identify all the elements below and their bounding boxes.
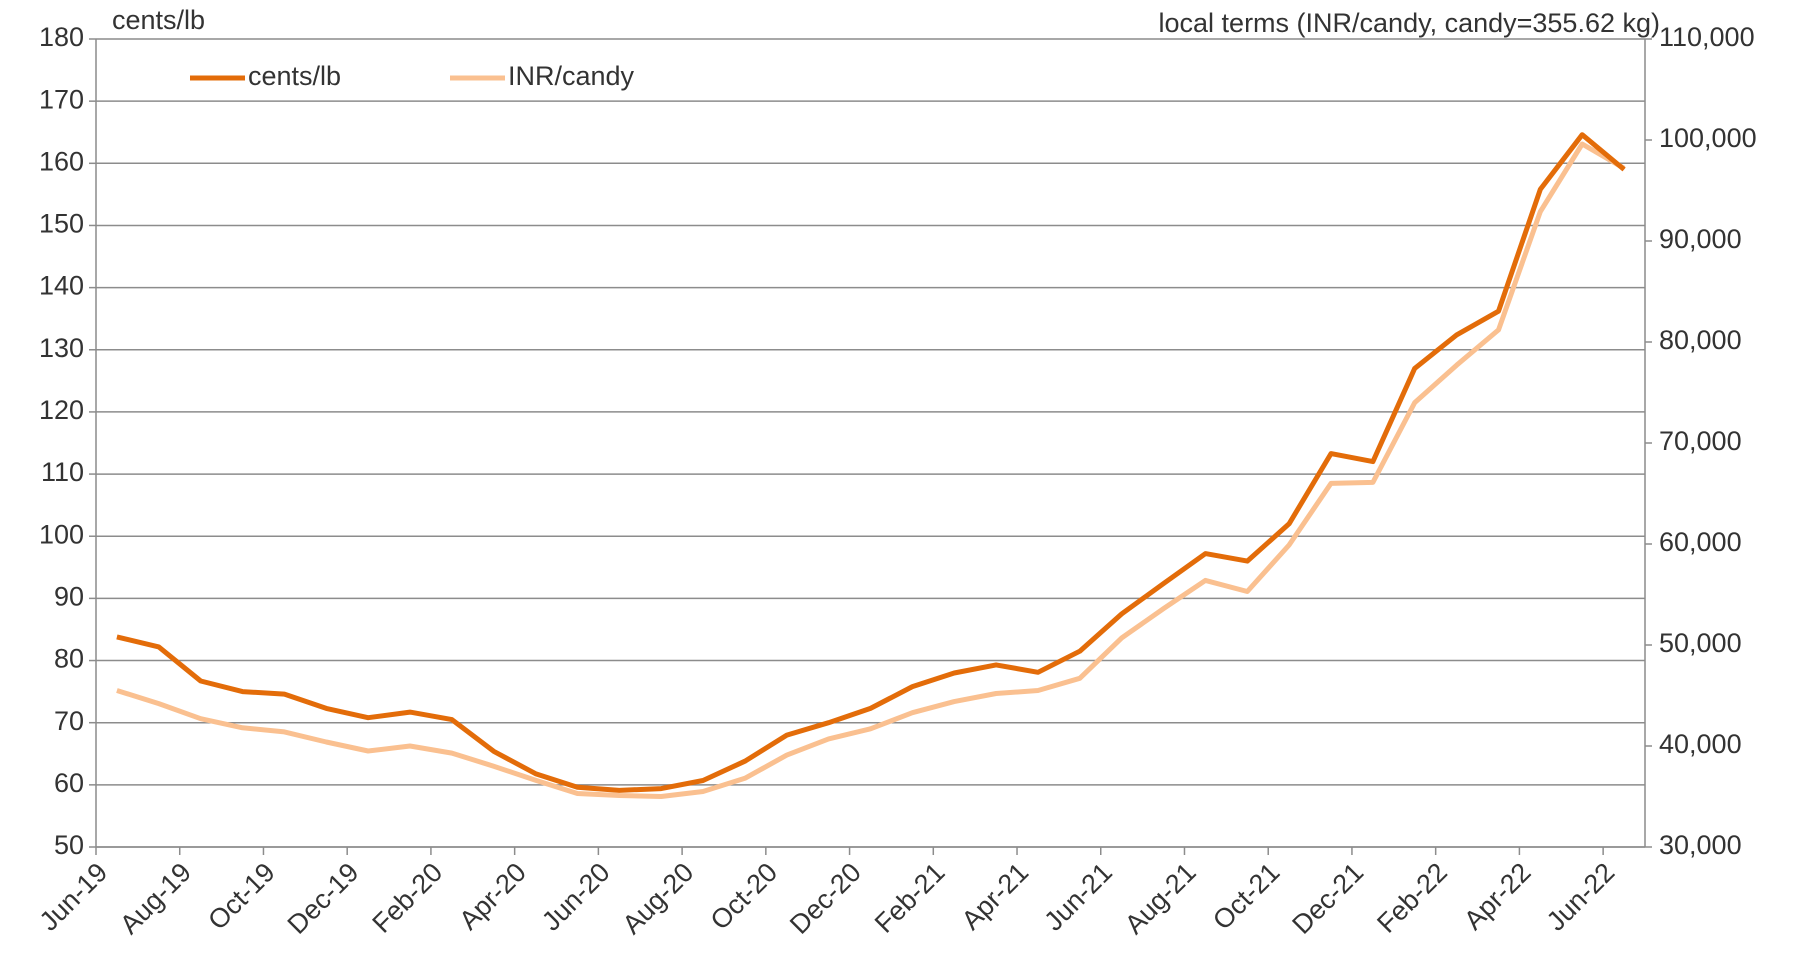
y2-tick-label: 50,000 [1659, 628, 1742, 658]
y2-tick-label: 70,000 [1659, 426, 1742, 456]
y-tick-label: 90 [54, 582, 84, 612]
y-tick-label: 150 [39, 209, 84, 239]
y-tick-label: 130 [39, 333, 84, 363]
y2-tick-label: 40,000 [1659, 729, 1742, 759]
x-tick-label: Jun-21 [1038, 857, 1118, 937]
x-tick-label: Aug-21 [1119, 857, 1202, 940]
x-tick-label: Jun-20 [536, 857, 616, 937]
x-tick-label: Jun-19 [34, 857, 114, 937]
y2-axis-title: local terms (INR/candy, candy=355.62 kg) [1159, 8, 1660, 38]
x-tick-label: Apr-22 [1458, 857, 1537, 936]
y-tick-label: 110 [41, 457, 84, 487]
y-axis-title: cents/lb [112, 5, 205, 35]
y-tick-label: 160 [39, 146, 84, 176]
x-tick-label: Dec-20 [784, 857, 867, 940]
y2-tick-label: 90,000 [1659, 224, 1742, 254]
x-tick-label: Feb-21 [869, 857, 951, 939]
y-tick-label: 50 [54, 830, 84, 860]
x-tick-label: Dec-19 [282, 857, 365, 940]
legend-label: cents/lb [248, 61, 341, 91]
y-tick-label: 70 [54, 706, 84, 736]
x-tick-label: Oct-19 [202, 857, 281, 936]
y2-tick-label: 60,000 [1659, 527, 1742, 557]
y-tick-label: 180 [39, 22, 84, 52]
x-tick-label: Feb-22 [1371, 857, 1453, 939]
y-tick-label: 120 [39, 395, 84, 425]
y-tick-label: 100 [39, 519, 84, 549]
x-tick-label: Oct-21 [1207, 857, 1286, 936]
y-tick-label: 60 [54, 768, 84, 798]
series-line [116, 141, 1626, 799]
x-tick-label: Aug-19 [114, 857, 197, 940]
y2-tick-label: 110,000 [1659, 22, 1755, 52]
series-line [116, 132, 1626, 793]
x-tick-label: Apr-21 [956, 857, 1035, 936]
legend-label: INR/candy [508, 61, 635, 91]
y2-tick-label: 30,000 [1659, 830, 1742, 860]
x-tick-label: Aug-20 [617, 857, 700, 940]
y-tick-label: 140 [39, 271, 84, 301]
x-tick-label: Apr-20 [453, 857, 532, 936]
x-tick-label: Oct-20 [705, 857, 784, 936]
x-tick-label: Jun-22 [1541, 857, 1621, 937]
y2-tick-label: 100,000 [1659, 123, 1757, 153]
y-tick-label: 170 [39, 84, 84, 114]
y-tick-label: 80 [54, 644, 84, 674]
y2-tick-label: 80,000 [1659, 325, 1742, 355]
x-tick-label: Dec-21 [1286, 857, 1369, 940]
x-tick-label: Feb-20 [366, 857, 448, 939]
